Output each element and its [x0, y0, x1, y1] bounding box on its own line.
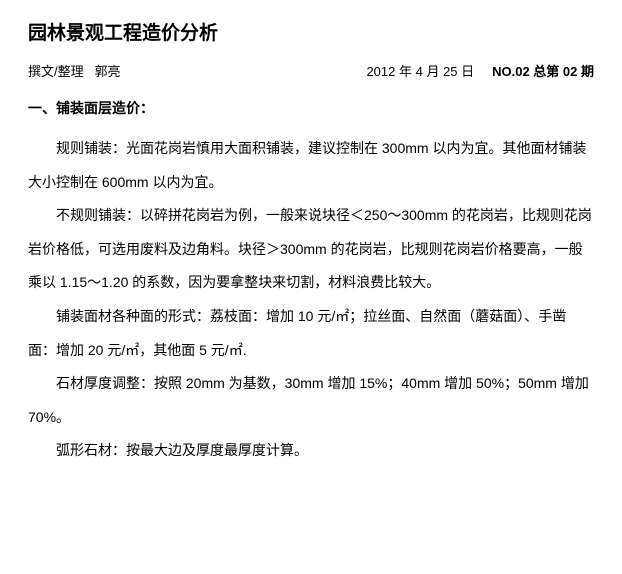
document-title: 园林景观工程造价分析 — [28, 18, 594, 45]
meta-spacer — [120, 61, 366, 80]
section-heading: 一、铺装面层造价： — [28, 98, 594, 118]
author-name: 郭亮 — [94, 64, 120, 79]
author-block: 撰文/整理 郭亮 — [28, 61, 120, 80]
paragraph: 不规则铺装：以碎拼花岗岩为例，一般来说块径＜250～300mm 的花岗岩，比规则… — [28, 199, 594, 300]
body-text: 规则铺装：光面花岗岩慎用大面积铺装，建议控制在 300mm 以内为宜。其他面材铺… — [28, 132, 594, 468]
paragraph: 规则铺装：光面花岗岩慎用大面积铺装，建议控制在 300mm 以内为宜。其他面材铺… — [28, 132, 594, 199]
author-label: 撰文/整理 — [28, 64, 84, 79]
meta-row: 撰文/整理 郭亮 2012 年 4 月 25 日 NO.02 总第 02 期 — [28, 61, 594, 80]
document-date: 2012 年 4 月 25 日 — [366, 61, 474, 80]
issue-number: NO.02 总第 02 期 — [492, 61, 594, 80]
paragraph: 弧形石材：按最大边及厚度最厚度计算。 — [28, 434, 594, 468]
paragraph: 铺装面材各种面的形式：荔枝面：增加 10 元/㎡；拉丝面、自然面（蘑菇面）、手凿… — [28, 300, 594, 367]
paragraph: 石材厚度调整：按照 20mm 为基数，30mm 增加 15%；40mm 增加 5… — [28, 367, 594, 434]
